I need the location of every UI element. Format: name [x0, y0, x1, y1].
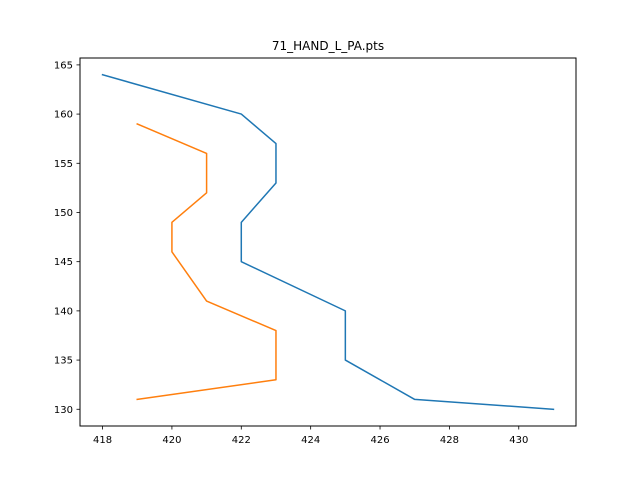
y-tick-label: 140 [54, 306, 73, 317]
x-tick-label: 418 [93, 435, 112, 446]
series-line-2 [136, 122, 277, 401]
y-axis: 130 135 140 145 150 155 160 165 [54, 60, 80, 416]
y-tick-label: 135 [54, 356, 73, 367]
y-tick-label: 150 [54, 208, 73, 219]
x-tick-label: 422 [232, 435, 251, 446]
x-tick-label: 424 [301, 435, 320, 446]
series-line-1 [101, 73, 555, 411]
x-tick-label: 426 [370, 435, 389, 446]
y-tick-label: 130 [54, 405, 73, 416]
x-tick-label: 430 [509, 435, 528, 446]
x-tick-label: 428 [440, 435, 459, 446]
x-axis: 418 420 422 424 426 428 430 [93, 426, 528, 446]
y-tick-label: 165 [54, 60, 73, 71]
chart-title: 71_HAND_L_PA.pts [272, 39, 384, 53]
y-tick-label: 155 [54, 159, 73, 170]
plot-area-frame [79, 57, 577, 427]
y-tick-label: 145 [54, 257, 73, 268]
y-tick-label: 160 [54, 110, 73, 121]
x-tick-label: 420 [162, 435, 181, 446]
series-layer [101, 73, 555, 411]
